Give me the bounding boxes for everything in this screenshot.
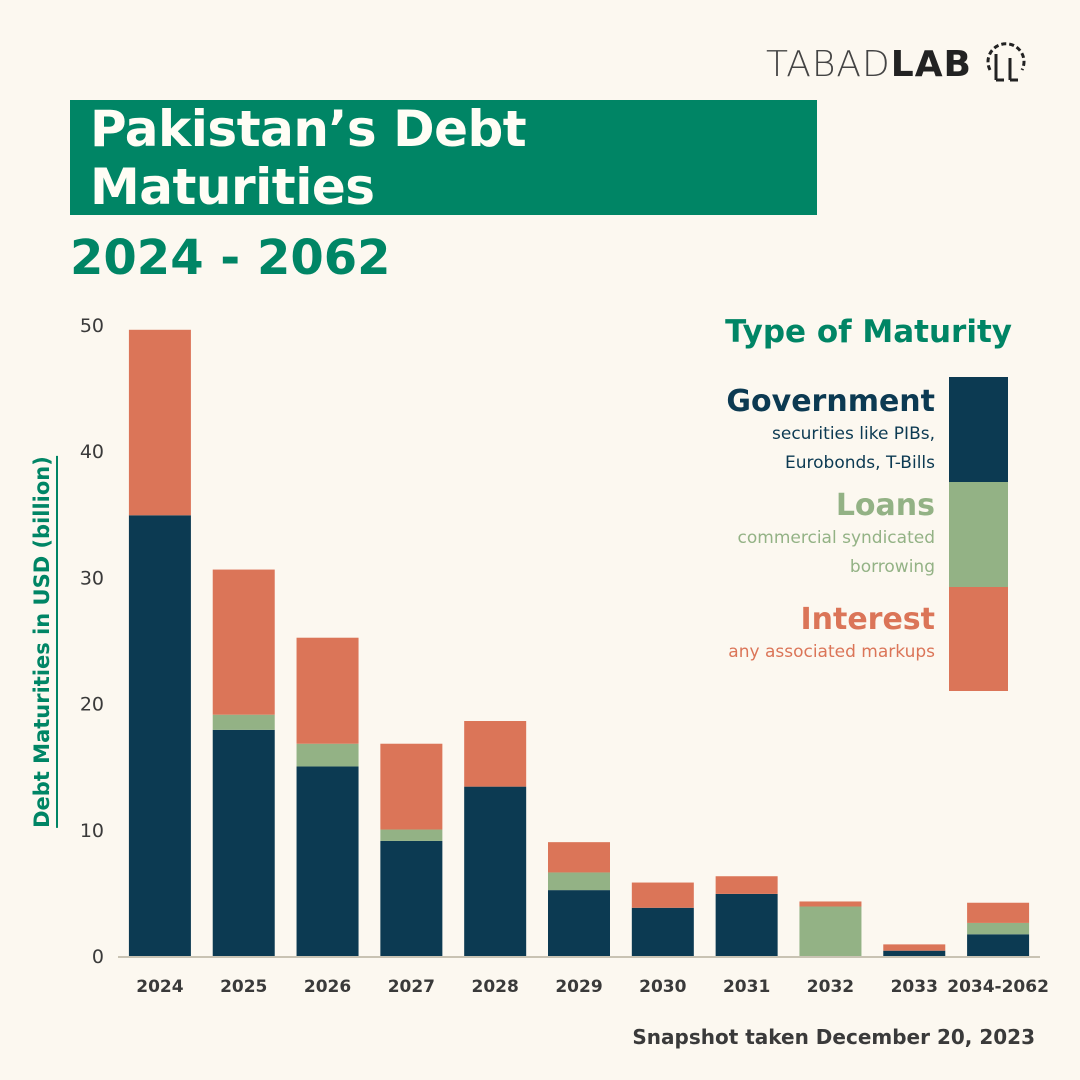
legend-item-government: Government securities like PIBs, Eurobon…: [726, 384, 935, 477]
logo-emblem-icon: [986, 42, 1026, 82]
legend-swatch-interest: [949, 587, 1008, 691]
bar-interest-2028: [464, 721, 527, 787]
y-axis-label: Debt Maturities in USD (billion): [30, 456, 58, 828]
title-banner: Pakistan’s Debt Maturities: [70, 99, 817, 216]
legend-desc-loans-2: borrowing: [849, 557, 935, 577]
x-tick-label: 2026: [304, 977, 351, 997]
logo-text-light: TABAD: [766, 43, 891, 85]
tabadlab-logo: TABADLAB: [766, 40, 1032, 88]
bar-government-2028: [464, 786, 527, 957]
x-tick-label: 2034-2062: [947, 977, 1049, 997]
bar-government-2033: [883, 950, 946, 957]
legend-desc-government-1: securities like PIBs,: [772, 424, 935, 444]
bar-interest-2029: [548, 842, 610, 873]
legend-title: Type of Maturity: [725, 314, 1012, 350]
y-tick-label: 10: [80, 820, 104, 842]
bar-government-2024: [128, 515, 191, 957]
legend-desc-government-2: Eurobonds, T-Bills: [785, 453, 935, 473]
bar-interest-2024: [128, 329, 191, 516]
legend-item-loans: Loans commercial syndicated borrowing: [738, 488, 935, 581]
snapshot-footnote: Snapshot taken December 20, 2023: [632, 1025, 1035, 1049]
legend-name-loans: Loans: [835, 488, 935, 523]
bar-loans-2029: [548, 872, 610, 891]
x-tick-label: 2029: [555, 977, 602, 997]
legend-item-interest: Interest any associated markups: [728, 602, 935, 666]
bar-interest-2030: [631, 882, 694, 908]
bar-loans-2026: [296, 743, 359, 767]
x-tick-label: 2025: [220, 977, 267, 997]
bar-loans-2032: [799, 906, 862, 957]
bar-interest-2034-2062: [967, 902, 1030, 923]
y-tick-label: 0: [92, 946, 104, 968]
bar-government-2034-2062: [967, 934, 1030, 957]
bar-interest-2027: [380, 743, 443, 830]
legend-desc-loans-1: commercial syndicated: [737, 528, 935, 548]
bar-interest-2032: [799, 901, 862, 907]
bar-government-2031: [715, 893, 778, 957]
x-tick-label: 2030: [639, 977, 686, 997]
bar-government-2027: [380, 840, 443, 957]
legend-desc-interest-1: any associated markups: [728, 642, 935, 662]
x-tick-label: 2033: [891, 977, 938, 997]
bar-loans-2025: [212, 714, 275, 730]
bar-interest-2026: [296, 637, 359, 744]
page-subtitle: 2024 - 2062: [70, 230, 391, 286]
x-tick-label: 2024: [136, 977, 183, 997]
y-tick-label: 30: [80, 567, 104, 589]
legend-name-interest: Interest: [800, 602, 935, 637]
y-tick-label: 40: [80, 441, 104, 463]
y-tick-label: 50: [80, 315, 104, 337]
x-tick-label: 2031: [723, 977, 770, 997]
legend-swatch-government: [949, 377, 1008, 482]
x-tick-label: 2027: [388, 977, 435, 997]
legend-swatch-loans: [949, 482, 1008, 587]
x-tick-label: 2032: [807, 977, 854, 997]
bar-interest-2031: [715, 876, 778, 894]
logo-text-bold: LAB: [890, 43, 972, 85]
bar-government-2030: [631, 907, 694, 957]
bar-loans-2034-2062: [967, 922, 1030, 935]
y-tick-label: 20: [80, 694, 104, 716]
bar-government-2029: [548, 890, 610, 957]
page-title: Pakistan’s Debt Maturities: [90, 99, 527, 216]
x-tick-label: 2028: [472, 977, 519, 997]
legend-name-government: Government: [726, 384, 935, 419]
logo-wordmark: TABADLAB: [766, 44, 972, 85]
bar-government-2026: [296, 766, 359, 957]
bar-interest-2025: [212, 569, 275, 715]
bar-interest-2033: [883, 944, 946, 951]
bar-loans-2027: [380, 829, 443, 841]
bar-government-2025: [212, 729, 275, 957]
